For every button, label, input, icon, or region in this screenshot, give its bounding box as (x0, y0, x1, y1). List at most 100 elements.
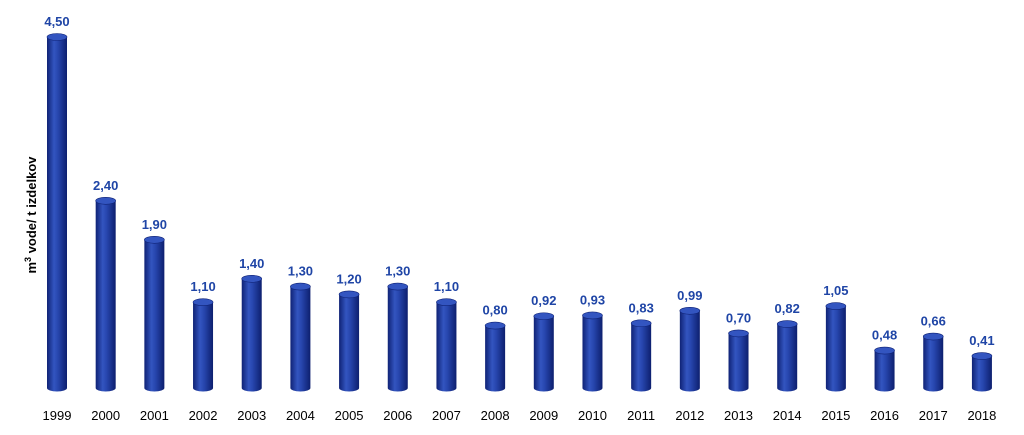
x-tick-label: 2011 (627, 408, 655, 423)
bar-1999 (46, 33, 68, 392)
bar-2000 (95, 197, 116, 392)
bar-top (95, 197, 116, 205)
data-label: 1,10 (434, 279, 459, 294)
bar-body (436, 302, 457, 392)
bar-body (387, 286, 408, 392)
data-label: 1,30 (288, 264, 313, 279)
bar-top (971, 352, 993, 360)
bar-body (144, 239, 165, 392)
bar-body (728, 333, 749, 392)
x-tick-label: 2001 (140, 408, 169, 423)
data-label: 0,93 (580, 292, 605, 307)
x-tick-label: 2017 (919, 408, 948, 423)
x-tick-label: 1999 (43, 408, 72, 423)
bar-2009 (533, 312, 555, 392)
x-tick-label: 2009 (529, 408, 558, 423)
bar-top (776, 320, 798, 328)
bar-2012 (679, 306, 701, 392)
bar-2003 (241, 274, 263, 392)
data-label: 0,70 (726, 310, 751, 325)
bar-top (387, 282, 409, 291)
bar-top (192, 298, 214, 307)
x-tick-label: 2007 (432, 408, 461, 423)
bar-body (193, 302, 214, 392)
x-tick-label: 2005 (335, 408, 364, 423)
bar-top (582, 311, 603, 320)
data-labels-group: 4,50 2,40 1,90 1,10 1,40 1,30 1,20 1,30 1,10 0,80… (44, 14, 994, 348)
x-tick-label: 2008 (481, 408, 510, 423)
bar-2015 (825, 302, 847, 392)
data-label: 4,50 (44, 14, 69, 29)
bar-body (47, 37, 67, 392)
bar-body (631, 323, 652, 392)
bar-top (922, 332, 944, 341)
bar-2014 (776, 320, 798, 392)
data-label: 1,20 (336, 271, 361, 286)
data-label: 0,92 (531, 293, 556, 308)
x-tick-label: 2004 (286, 408, 315, 423)
bar-2004 (290, 282, 311, 392)
x-axis-ticks: 1999 2000 2001 2002 2003 2004 2005 2006 2007 2008… (43, 408, 997, 423)
x-tick-label: 2018 (967, 408, 996, 423)
bar-top (46, 33, 68, 41)
x-tick-label: 2016 (870, 408, 899, 423)
bar-top (679, 306, 701, 315)
bar-body (971, 356, 992, 392)
bar-2008 (484, 321, 506, 392)
bar-2017 (922, 332, 944, 392)
bar-top (338, 290, 360, 299)
x-tick-label: 2015 (821, 408, 850, 423)
data-label: 1,40 (239, 256, 264, 271)
bar-top (728, 329, 749, 338)
bars-group (46, 33, 993, 392)
bar-body (923, 336, 944, 392)
bar-body (290, 286, 311, 392)
data-label: 0,48 (872, 328, 897, 343)
data-label: 0,99 (677, 288, 702, 303)
bar-body (874, 350, 895, 392)
x-tick-label: 2003 (237, 408, 266, 423)
x-tick-label: 2000 (91, 408, 120, 423)
x-tick-label: 2013 (724, 408, 753, 423)
bar-2013 (728, 329, 749, 392)
x-tick-label: 2006 (383, 408, 412, 423)
bar-body (777, 324, 798, 392)
bar-body (825, 306, 846, 392)
bar-top (241, 274, 263, 283)
data-label: 1,05 (823, 283, 848, 298)
x-tick-label: 2010 (578, 408, 607, 423)
bar-body (339, 294, 360, 392)
x-tick-label: 2002 (189, 408, 218, 423)
data-label: 0,41 (969, 333, 994, 348)
bar-top (874, 346, 895, 355)
bar-top (533, 312, 555, 321)
bar-top (290, 282, 311, 291)
bar-2001 (144, 236, 165, 392)
bar-body (241, 278, 262, 392)
bar-2005 (338, 290, 360, 392)
bar-body (533, 316, 554, 392)
data-label: 2,40 (93, 178, 118, 193)
bar-2010 (582, 311, 603, 392)
bar-top (144, 236, 165, 244)
data-label: 0,82 (775, 301, 800, 316)
data-label: 1,90 (142, 217, 167, 232)
data-label: 0,80 (482, 303, 507, 318)
bar-body (679, 310, 700, 392)
bar-2018 (971, 352, 993, 392)
data-label: 0,83 (629, 300, 654, 315)
x-tick-label: 2014 (773, 408, 802, 423)
bar-2016 (874, 346, 895, 392)
bar-2011 (630, 319, 652, 392)
x-tick-label: 2012 (675, 408, 704, 423)
bar-top (630, 319, 652, 328)
bar-2002 (192, 298, 214, 392)
bar-body (485, 325, 506, 392)
data-label: 0,66 (921, 314, 946, 329)
bar-top (484, 321, 506, 330)
bar-body (582, 315, 603, 392)
bar-top (825, 302, 847, 310)
y-axis-label: m3 vode/ t izdelkov (23, 156, 39, 274)
bar-2007 (436, 298, 457, 392)
